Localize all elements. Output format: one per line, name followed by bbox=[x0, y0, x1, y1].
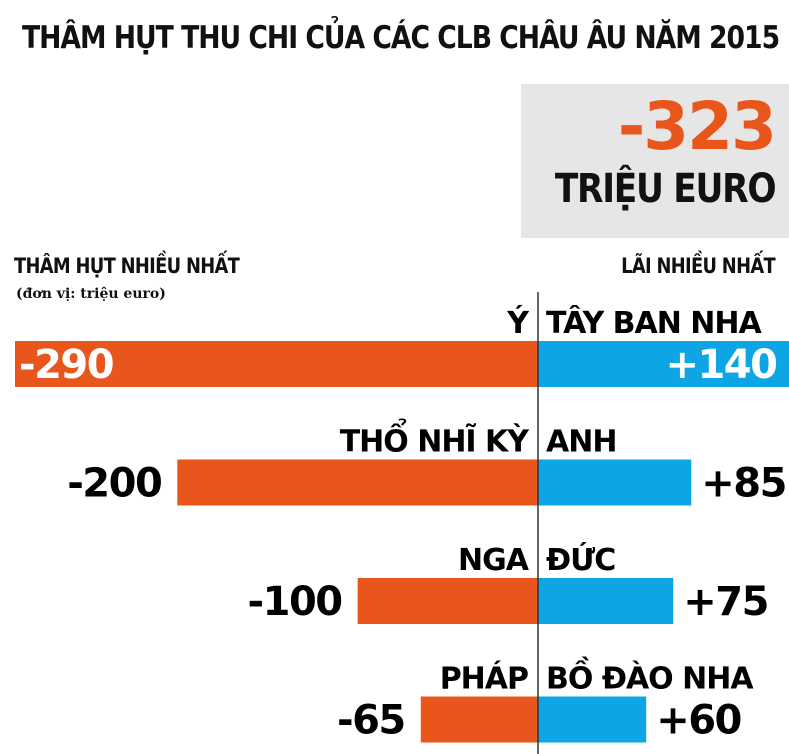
profit-value-label: +75 bbox=[683, 579, 768, 625]
total-deficit-value: -323 bbox=[617, 88, 777, 165]
profit-value-label: +85 bbox=[701, 461, 786, 507]
deficit-country-label: THỔ NHĨ KỲ bbox=[340, 418, 531, 460]
profit-bar bbox=[538, 696, 647, 743]
deficit-bar bbox=[357, 578, 538, 624]
deficit-value-label: -100 bbox=[248, 579, 342, 625]
profit-bar bbox=[538, 341, 789, 387]
deficit-bar bbox=[420, 696, 538, 743]
deficit-heading: THÂM HỤT NHIỀU NHẤT bbox=[14, 254, 240, 278]
profit-value-label: +140 bbox=[665, 342, 776, 388]
profit-value-label: +60 bbox=[656, 698, 741, 744]
profit-country-label: TÂY BAN NHA bbox=[546, 305, 763, 341]
unit-note: (đơn vị: triệu euro) bbox=[16, 286, 166, 302]
profit-heading: LÃI NHIỀU NHẤT bbox=[621, 254, 776, 278]
deficit-country-label: NGA bbox=[458, 543, 530, 578]
deficit-bar bbox=[177, 459, 538, 506]
profit-bar bbox=[538, 459, 692, 506]
deficit-country-label: Ý bbox=[506, 304, 530, 341]
profit-country-label: ANH bbox=[546, 425, 616, 460]
total-deficit-unit: TRIỆU EURO bbox=[554, 166, 777, 212]
profit-country-label: BỒ ĐÀO NHA bbox=[546, 656, 754, 697]
page-title: THÂM HỤT THU CHI CỦA CÁC CLB CHÂU ÂU NĂM… bbox=[22, 20, 780, 56]
profit-bar bbox=[538, 578, 674, 624]
profit-country-label: ĐỨC bbox=[546, 541, 615, 578]
total-deficit-box: -323 TRIỆU EURO bbox=[521, 84, 789, 238]
deficit-value-label: -200 bbox=[67, 461, 161, 507]
deficit-value-label: -290 bbox=[19, 342, 113, 388]
deficit-bar bbox=[15, 341, 538, 387]
deficit-value-label: -65 bbox=[337, 698, 405, 744]
deficit-country-label: PHÁP bbox=[440, 661, 528, 697]
